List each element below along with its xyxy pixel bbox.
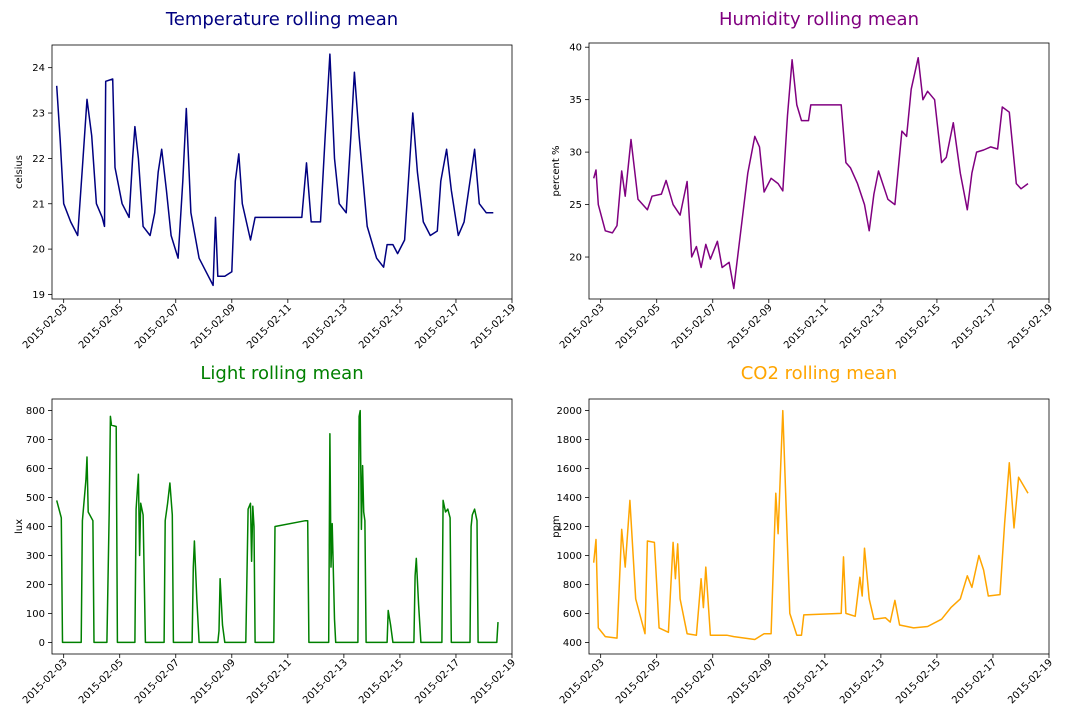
y-tick-label: 400 <box>563 638 582 649</box>
y-tick-label: 200 <box>26 580 45 591</box>
y-axis-label: percent % <box>551 146 562 197</box>
chart-title: Temperature rolling mean <box>165 9 398 30</box>
y-tick-label: 24 <box>32 63 45 74</box>
chart-title: Light rolling mean <box>200 363 363 384</box>
y-tick-label: 1200 <box>557 522 582 533</box>
series-line <box>592 56 1029 290</box>
y-tick-label: 300 <box>26 551 45 562</box>
y-tick-label: 100 <box>26 609 45 620</box>
y-tick-label: 30 <box>569 148 582 159</box>
chart-title: CO2 rolling mean <box>741 363 898 384</box>
y-tick-label: 700 <box>26 435 45 446</box>
y-tick-label: 23 <box>32 109 45 120</box>
y-tick-label: 500 <box>26 493 45 504</box>
series-line <box>55 409 499 644</box>
y-tick-label: 40 <box>569 43 582 54</box>
y-tick-label: 0 <box>39 638 45 649</box>
plot-frame <box>588 42 1050 300</box>
plot-frame <box>51 44 513 300</box>
y-tick-label: 600 <box>26 464 45 475</box>
y-axis-label: celsius <box>14 155 25 189</box>
y-tick-label: 1400 <box>557 493 582 504</box>
y-tick-label: 600 <box>563 609 582 620</box>
chart-title: Humidity rolling mean <box>719 9 919 30</box>
y-axis-label: lux <box>14 519 25 534</box>
y-tick-label: 19 <box>32 290 45 301</box>
y-tick-label: 2000 <box>557 406 582 417</box>
y-tick-label: 20 <box>32 245 45 256</box>
y-tick-label: 1600 <box>557 464 582 475</box>
y-tick-label: 25 <box>569 200 582 211</box>
y-tick-label: 20 <box>569 253 582 264</box>
y-tick-label: 400 <box>26 522 45 533</box>
y-tick-label: 800 <box>563 580 582 591</box>
y-tick-label: 1800 <box>557 435 582 446</box>
y-tick-label: 22 <box>32 154 45 165</box>
y-tick-label: 35 <box>569 95 582 106</box>
series-line <box>592 409 1029 641</box>
y-tick-label: 800 <box>26 406 45 417</box>
y-axis-label: ppm <box>551 515 562 537</box>
y-tick-label: 1000 <box>557 551 582 562</box>
y-tick-label: 21 <box>32 199 45 210</box>
series-line <box>55 53 494 287</box>
